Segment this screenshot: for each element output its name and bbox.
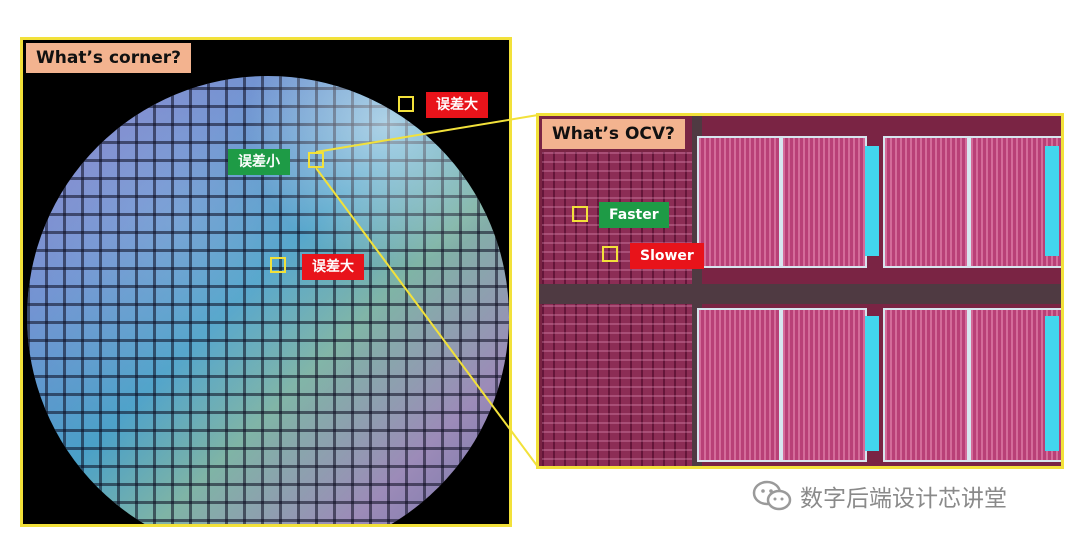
chip-memory-block [883,136,969,268]
wechat-icon [752,480,792,511]
chip-memory-block [781,308,867,462]
chip-routing-horizontal [539,284,1061,304]
chip-routing-vertical [692,116,702,466]
corner-panel-title: What’s corner? [26,43,191,73]
label-big-error-top: 误差大 [426,92,488,118]
marker-small-error [308,152,324,168]
label-slower: Slower [630,243,704,269]
watermark-text: 数字后端设计芯讲堂 [800,486,1007,512]
chip-memory-block [883,308,969,462]
label-faster: Faster [599,202,669,228]
label-small-error: 误差小 [228,149,290,175]
chip-cyan-strip [1045,146,1059,256]
marker-faster [572,206,588,222]
chip-memory-block [697,308,781,462]
chip-cyan-strip [865,146,879,256]
marker-big-error-top [398,96,414,112]
label-big-error-center: 误差大 [302,254,364,280]
chip-memory-block [697,136,781,268]
marker-big-error-center [270,257,286,273]
marker-slower [602,246,618,262]
chip-cyan-strip [1045,316,1059,451]
ocv-panel-title: What’s OCV? [542,119,685,149]
watermark: 数字后端设计芯讲堂 [752,479,1007,513]
chip-cyan-strip [865,316,879,451]
ocv-panel: What’s OCV? [536,113,1064,469]
chip-memory-block [781,136,867,268]
chip-logic-area [542,152,692,466]
wafer-image [27,76,509,524]
wafer-reflection [27,76,509,524]
